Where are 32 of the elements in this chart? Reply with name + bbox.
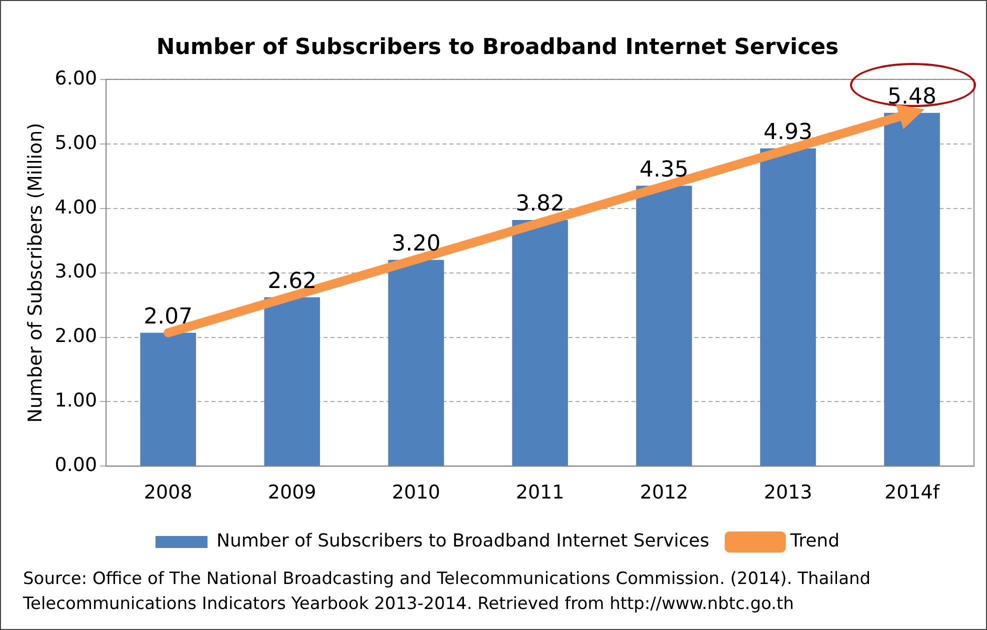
y-tick-label: 6.00 xyxy=(54,67,98,90)
legend-label: Number of Subscribers to Broadband Internet Services xyxy=(216,530,710,552)
y-tick-label: 0.00 xyxy=(54,454,98,476)
x-tick-label: 2014f xyxy=(884,482,941,504)
bar xyxy=(264,297,320,466)
bar xyxy=(512,220,568,466)
bar xyxy=(760,148,816,466)
y-tick-label: 2.00 xyxy=(54,325,98,348)
legend-label: Trend xyxy=(789,530,840,552)
y-axis-title: Number of Subscribers (Million) xyxy=(24,122,46,423)
data-label: 3.20 xyxy=(392,232,441,257)
x-tick-label: 2013 xyxy=(764,482,812,504)
data-label: 5.48 xyxy=(888,84,936,110)
data-label: 2.62 xyxy=(268,269,317,294)
bar xyxy=(636,186,692,466)
x-tick-label: 2008 xyxy=(144,482,192,504)
x-tick-label: 2011 xyxy=(516,482,564,504)
y-tick-label: 4.00 xyxy=(54,196,98,218)
data-label: 3.82 xyxy=(516,192,565,217)
x-tick-label: 2009 xyxy=(268,482,316,504)
x-tick-label: 2010 xyxy=(392,482,440,504)
bar xyxy=(388,260,444,466)
bar xyxy=(140,332,196,466)
y-tick-label: 1.00 xyxy=(54,390,98,412)
source-note: Source: Office of The National Broadcasting and Telecommunications Commission. (2014). Thailand Telecommunications Indicators Yearbook 2013-2014. Retrieved from http://www.nbtc.go.th xyxy=(23,568,872,616)
chart-title: Number of Subscribers to Broadband Internet Services xyxy=(156,34,839,60)
y-tick-label: 5.00 xyxy=(54,132,98,154)
data-label: 4.93 xyxy=(764,120,813,146)
data-label: 4.35 xyxy=(640,157,689,182)
y-tick-label: 3.00 xyxy=(54,260,98,283)
x-tick-label: 2012 xyxy=(640,482,688,504)
data-label: 2.07 xyxy=(144,304,193,330)
